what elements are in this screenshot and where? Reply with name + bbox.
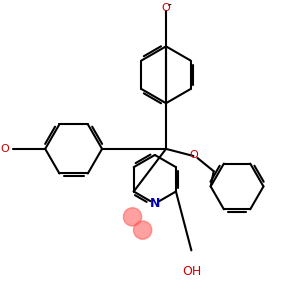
Circle shape bbox=[123, 208, 142, 226]
Circle shape bbox=[134, 221, 152, 239]
Text: O: O bbox=[162, 3, 170, 13]
Text: O: O bbox=[0, 144, 9, 154]
Text: N: N bbox=[150, 197, 160, 210]
Text: O: O bbox=[189, 150, 198, 160]
Text: OH: OH bbox=[182, 265, 201, 278]
